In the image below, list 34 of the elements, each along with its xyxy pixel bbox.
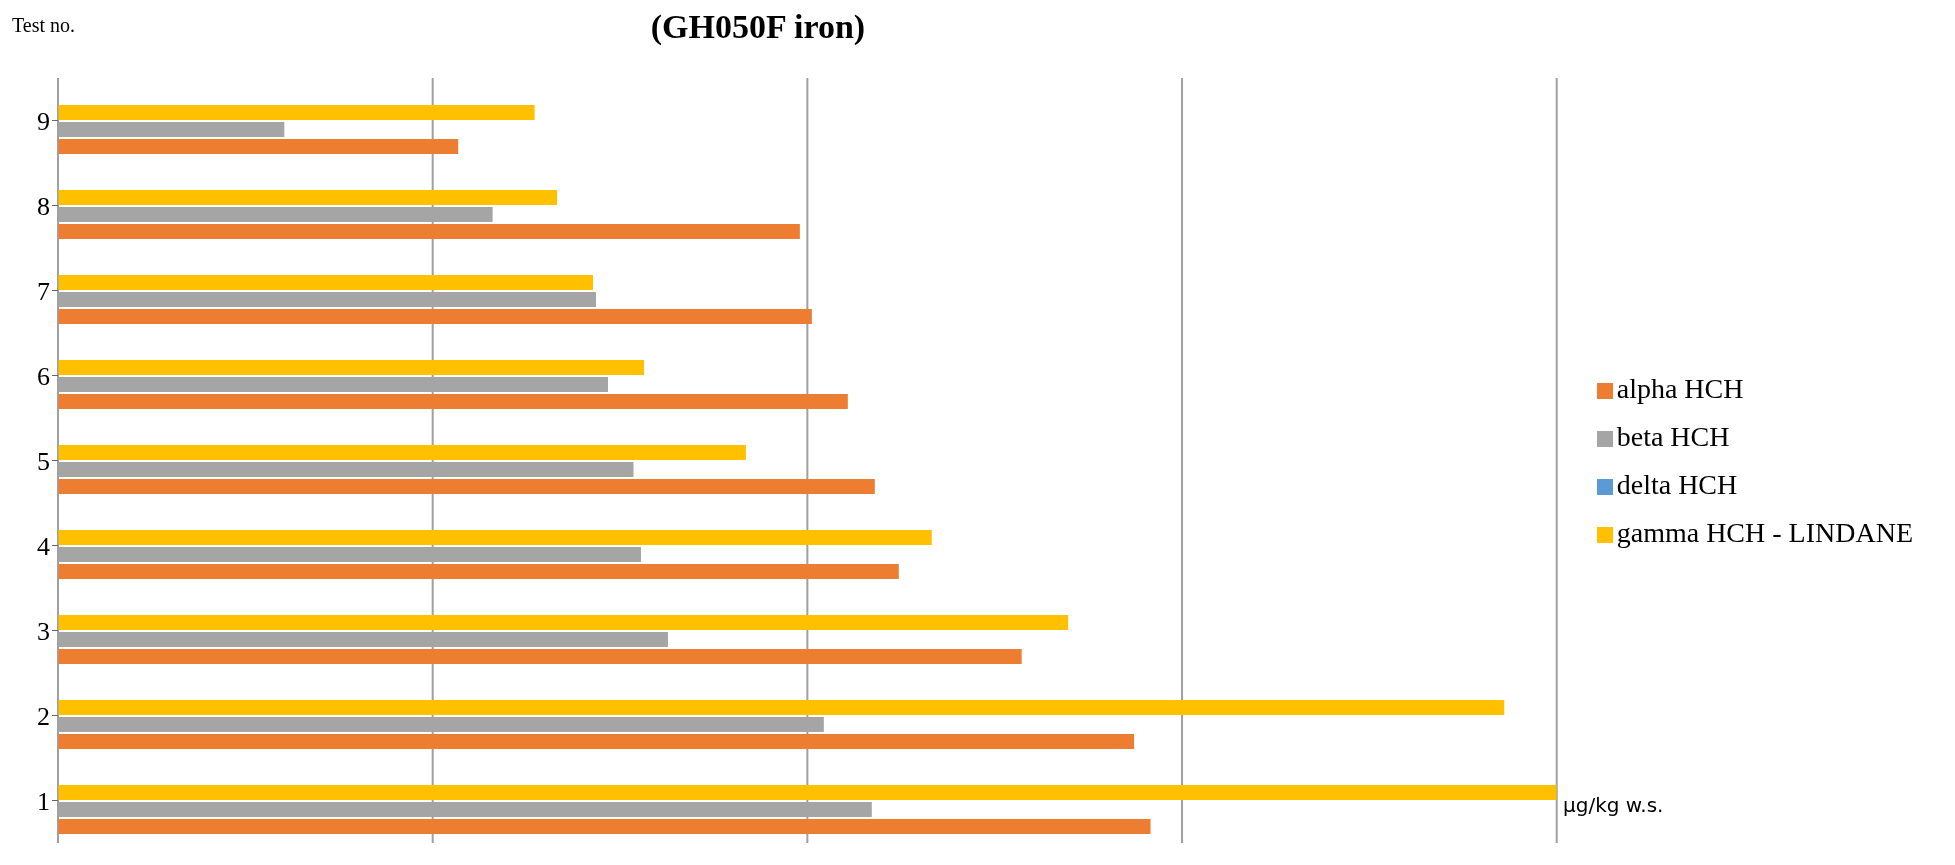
y-tick-label: 2 (37, 701, 50, 731)
bar (58, 275, 594, 290)
y-tick-label: 8 (37, 191, 50, 221)
bar (58, 785, 1557, 800)
legend-label: gamma HCH - LINDANE (1616, 516, 1913, 548)
bar (58, 649, 1022, 664)
bar (58, 819, 1151, 834)
bar (58, 479, 875, 494)
bar (58, 530, 932, 545)
y-tick-label: 4 (37, 531, 50, 561)
bar (58, 190, 558, 205)
y-tick-label: 5 (37, 446, 50, 476)
bar (58, 360, 644, 375)
y-tick-label: 3 (37, 616, 50, 646)
y-axis-title: Test no. (12, 14, 76, 37)
bar (58, 615, 1069, 630)
bar (58, 394, 848, 409)
legend-label: delta HCH (1616, 468, 1738, 500)
bar (58, 445, 746, 460)
bar (58, 734, 1135, 749)
bar (58, 139, 459, 154)
text: µg/kg w.s. (1563, 793, 1664, 817)
y-tick-label: 6 (37, 361, 50, 391)
bar (58, 105, 535, 120)
y-tick-label: 9 (37, 106, 50, 136)
legend-label: beta HCH (1616, 420, 1730, 452)
bar (58, 309, 812, 324)
bar (58, 564, 899, 579)
y-tick-label: 1 (37, 786, 50, 816)
chart-title: (GH050F iron) (650, 8, 866, 45)
bar (58, 224, 800, 239)
y-tick-label: 7 (37, 276, 50, 306)
bar (58, 700, 1505, 715)
legend-label: alpha HCH (1616, 372, 1744, 404)
